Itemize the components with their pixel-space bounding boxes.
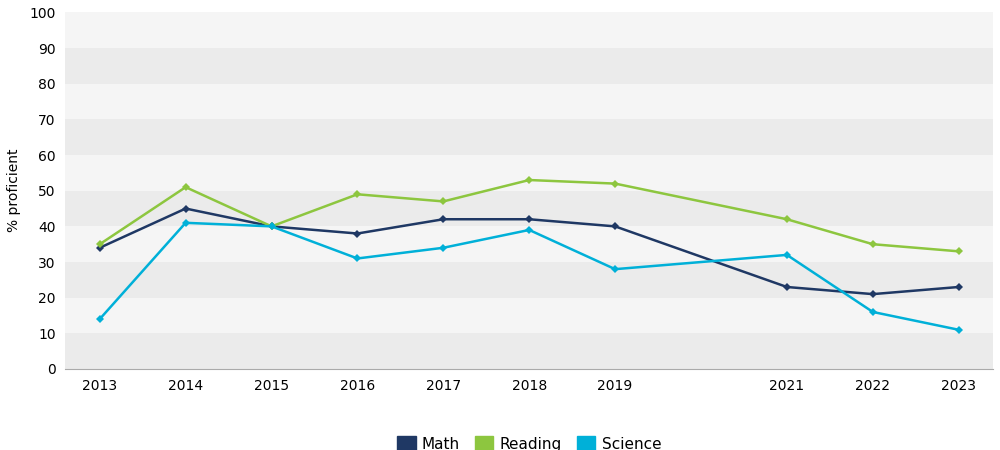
Reading (867, 242, 879, 247)
Reading (609, 181, 621, 186)
Line: Math: Math (97, 206, 961, 297)
Reading (523, 177, 535, 183)
Bar (65, 84, 993, 119)
Science (781, 252, 793, 257)
Bar (65, 298, 993, 333)
Science (953, 327, 965, 333)
Reading (94, 242, 106, 247)
Math (437, 216, 449, 222)
Bar (65, 119, 993, 155)
Bar (65, 262, 993, 298)
Bar (65, 191, 993, 226)
Reading (266, 224, 278, 229)
Science (867, 309, 879, 315)
Bar (65, 48, 993, 84)
Math (781, 284, 793, 290)
Math (351, 231, 363, 236)
Bar (65, 226, 993, 262)
Math (180, 206, 192, 211)
Science (266, 224, 278, 229)
Legend: Math, Reading, Science: Math, Reading, Science (391, 430, 667, 450)
Science (94, 316, 106, 322)
Reading (351, 192, 363, 197)
Science (351, 256, 363, 261)
Science (523, 227, 535, 233)
Math (953, 284, 965, 290)
Math (94, 245, 106, 251)
Reading (953, 249, 965, 254)
Bar (65, 13, 993, 48)
Bar (65, 155, 993, 191)
Science (437, 245, 449, 251)
Bar (65, 333, 993, 369)
Line: Reading: Reading (97, 177, 961, 254)
Reading (180, 184, 192, 190)
Y-axis label: % proficient: % proficient (7, 149, 21, 233)
Math (609, 224, 621, 229)
Line: Science: Science (97, 220, 961, 333)
Math (867, 292, 879, 297)
Science (609, 266, 621, 272)
Reading (437, 199, 449, 204)
Reading (781, 216, 793, 222)
Science (180, 220, 192, 225)
Math (523, 216, 535, 222)
Math (266, 224, 278, 229)
